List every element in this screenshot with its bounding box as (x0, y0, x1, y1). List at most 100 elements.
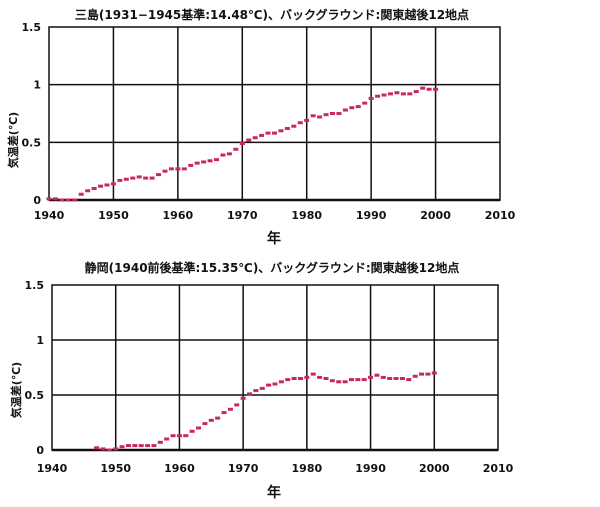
data-point (426, 87, 432, 91)
x-tick-label: 1940 (34, 209, 65, 222)
y-tick-label: 0.5 (25, 389, 45, 402)
data-point (175, 167, 181, 171)
y-tick-label: 1.5 (22, 21, 42, 34)
data-point (110, 182, 116, 186)
data-point (349, 106, 355, 110)
data-point (431, 371, 437, 375)
data-point (208, 418, 214, 422)
data-point (348, 378, 354, 382)
x-axis-label: 年 (267, 230, 281, 247)
data-point (297, 377, 303, 380)
data-point (98, 184, 104, 188)
data-point (215, 416, 221, 420)
x-tick-label: 2000 (419, 462, 450, 475)
data-point (196, 426, 202, 430)
chart-title: 静岡(1940前後基準:15.35℃)、バックグラウンド:関東越後12地点 (85, 260, 460, 275)
data-point (253, 389, 259, 393)
data-point (387, 377, 393, 380)
data-point (329, 112, 335, 115)
data-point (393, 377, 399, 380)
data-point (207, 159, 213, 163)
data-point (145, 444, 151, 448)
data-point (183, 434, 189, 438)
data-point (355, 378, 361, 382)
data-point (272, 131, 277, 135)
data-point (226, 152, 232, 156)
plot-area (48, 26, 501, 201)
data-point (336, 380, 342, 384)
data-point (189, 429, 195, 433)
chart-title: 三島(1931−1945基準:14.48℃)、バックグラウンド:関東越後12地点 (75, 7, 469, 22)
data-point (420, 86, 426, 90)
x-tick-label: 1950 (100, 462, 131, 475)
data-point (419, 372, 425, 376)
data-point (291, 377, 297, 380)
data-point (72, 198, 78, 202)
data-point (278, 380, 284, 384)
data-point (374, 373, 380, 377)
data-point (104, 183, 110, 187)
data-point (285, 378, 291, 382)
x-tick-label: 1970 (228, 462, 259, 475)
data-point (239, 141, 245, 145)
data-point (310, 114, 316, 118)
data-point (304, 118, 310, 122)
data-point (380, 375, 386, 379)
data-point (65, 198, 71, 202)
data-point (361, 378, 367, 382)
data-point (259, 386, 265, 390)
data-point (164, 437, 170, 441)
y-tick-label: 0 (36, 444, 44, 457)
data-point (317, 115, 323, 119)
data-point (123, 177, 129, 181)
data-point (252, 136, 258, 140)
data-point (310, 372, 316, 376)
y-tick-label: 1 (33, 79, 41, 92)
data-point (278, 129, 284, 133)
x-tick-label: 1950 (98, 209, 129, 222)
data-point (317, 375, 323, 379)
data-point (247, 392, 253, 396)
data-point (149, 176, 155, 180)
x-tick-label: 1960 (163, 209, 194, 222)
data-point (170, 434, 176, 438)
y-tick-label: 0 (33, 194, 41, 207)
data-point (176, 434, 182, 438)
data-point (162, 169, 168, 173)
chart-mishima: 三島(1931−1945基準:14.48℃)、バックグラウンド:関東越後12地点… (6, 7, 516, 247)
data-point (342, 380, 348, 384)
data-point (407, 92, 413, 96)
data-point (125, 444, 131, 448)
data-point (297, 121, 303, 125)
data-point (368, 375, 374, 379)
data-point (368, 97, 374, 101)
data-point (399, 377, 405, 380)
data-point (227, 407, 233, 411)
data-point (240, 396, 246, 400)
y-tick-label: 1.5 (25, 279, 45, 292)
data-point (52, 197, 58, 201)
data-point (85, 189, 91, 193)
data-point (246, 138, 252, 142)
data-point (138, 444, 144, 448)
x-tick-label: 1990 (355, 462, 386, 475)
data-point (323, 113, 329, 117)
data-point (194, 161, 200, 165)
x-tick-label: 2010 (483, 462, 514, 475)
data-point (188, 163, 194, 167)
x-tick-label: 1990 (356, 209, 387, 222)
data-point (168, 167, 174, 171)
x-tick-label: 2010 (485, 209, 516, 222)
data-point (220, 153, 226, 157)
data-point (100, 447, 106, 451)
y-tick-label: 1 (36, 334, 44, 347)
data-point (132, 444, 138, 448)
data-point (406, 378, 412, 382)
data-point (412, 374, 418, 378)
data-point (91, 186, 97, 190)
x-tick-label: 1970 (227, 209, 258, 222)
data-point (234, 403, 240, 407)
data-point (214, 158, 220, 162)
y-tick-label: 0.5 (22, 136, 42, 149)
